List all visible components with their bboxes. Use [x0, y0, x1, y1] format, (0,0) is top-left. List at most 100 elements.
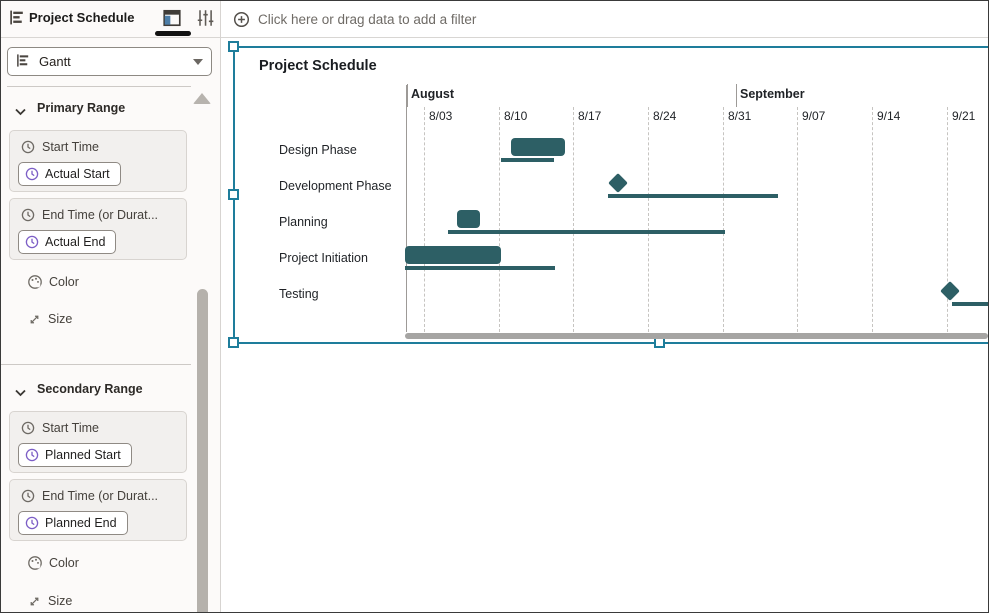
- field-pill-actual-start[interactable]: Actual Start: [18, 162, 121, 186]
- drop-target-label: Color: [49, 275, 79, 289]
- add-filter-icon: [233, 11, 250, 27]
- gantt-actual-bar[interactable]: [405, 246, 501, 264]
- horizontal-scrollbar[interactable]: [405, 333, 988, 339]
- tab-properties[interactable]: [195, 8, 217, 30]
- section-title: Primary Range: [37, 101, 126, 115]
- section-title: Secondary Range: [37, 382, 143, 396]
- chevron-down-icon: [15, 385, 26, 400]
- sidebar-scrollbar[interactable]: [197, 289, 208, 612]
- drop-target-color-secondary[interactable]: Color: [27, 554, 79, 572]
- clock-icon: [21, 489, 35, 506]
- gantt-actual-bar[interactable]: [511, 138, 565, 156]
- month-label: September: [740, 87, 805, 101]
- week-gridline: [499, 107, 500, 332]
- week-gridline: [723, 107, 724, 332]
- resize-handle-bottom-left[interactable]: [228, 337, 239, 348]
- field-pill-label: Planned End: [45, 516, 117, 530]
- divider: [7, 86, 191, 87]
- gantt-planned-line[interactable]: [952, 302, 988, 306]
- gantt-row-label: Development Phase: [279, 179, 392, 193]
- week-gridline: [573, 107, 574, 332]
- drop-target-end-time-secondary[interactable]: End Time (or Durat... Planned End: [9, 479, 187, 541]
- drop-target-size-secondary[interactable]: Size: [27, 592, 72, 610]
- gantt-row-label: Project Initiation: [279, 251, 368, 265]
- drop-target-label: Size: [48, 594, 73, 608]
- week-gridline: [947, 107, 948, 332]
- gantt-planned-line[interactable]: [405, 266, 555, 270]
- clock-icon: [21, 140, 35, 157]
- clock-icon: [25, 167, 39, 181]
- gantt-milestone-diamond[interactable]: [940, 281, 960, 301]
- drop-target-label: End Time (or Durat...: [42, 489, 159, 503]
- clock-icon: [25, 516, 39, 530]
- tick-label: 8/10: [504, 109, 528, 123]
- week-gridline: [424, 107, 425, 332]
- canvas-area: Click here or drag data to add a filter …: [221, 1, 988, 612]
- gantt-planned-line[interactable]: [608, 194, 778, 198]
- selection-border-top: [233, 46, 988, 48]
- week-gridline: [648, 107, 649, 332]
- week-gridline: [797, 107, 798, 332]
- section-secondary-range[interactable]: Secondary Range: [1, 382, 191, 400]
- resize-handle-top-left[interactable]: [228, 41, 239, 52]
- selection-border-bottom: [233, 342, 988, 344]
- panel-title: Project Schedule: [29, 10, 135, 25]
- tick-label: 8/03: [429, 109, 453, 123]
- gantt-actual-bar[interactable]: [457, 210, 480, 228]
- gantt-planned-line[interactable]: [448, 230, 725, 234]
- tick-label: 9/14: [877, 109, 901, 123]
- gantt-row-label: Design Phase: [279, 143, 357, 157]
- field-pill-actual-end[interactable]: Actual End: [18, 230, 117, 254]
- field-pill-label: Actual End: [45, 235, 106, 249]
- chevron-down-icon: [193, 58, 203, 65]
- month-separator: [407, 84, 408, 107]
- drop-target-end-time[interactable]: End Time (or Durat... Actual End: [9, 198, 187, 260]
- month-label: August: [411, 87, 455, 101]
- filter-prompt: Click here or drag data to add a filter: [258, 11, 477, 27]
- tick-label: 8/17: [578, 109, 602, 123]
- active-tab-indicator: [155, 31, 191, 36]
- gantt-milestone-diamond[interactable]: [608, 173, 628, 193]
- resize-handle-left[interactable]: [228, 189, 239, 200]
- field-pill-planned-end[interactable]: Planned End: [18, 511, 128, 535]
- drop-target-label: Size: [48, 312, 73, 326]
- divider: [1, 364, 191, 365]
- tick-label: 9/07: [802, 109, 826, 123]
- gantt-icon: [9, 9, 26, 29]
- grammar-panel: Project Schedule Gantt Primary Range: [1, 1, 221, 612]
- palette-icon: [28, 556, 42, 570]
- month-separator: [736, 84, 737, 107]
- clock-icon: [21, 208, 35, 225]
- sidebar-header: Project Schedule: [1, 1, 220, 38]
- drop-target-start-time[interactable]: Start Time Actual Start: [9, 130, 187, 192]
- scroll-up-arrow[interactable]: [193, 93, 211, 104]
- drop-target-color[interactable]: Color: [27, 273, 79, 291]
- gantt-visualization[interactable]: Project Schedule August September 8/03 8/10…: [221, 38, 988, 612]
- drop-target-label: Start Time: [42, 421, 99, 435]
- drop-target-label: Start Time: [42, 140, 99, 154]
- drop-target-label: End Time (or Durat...: [42, 208, 159, 222]
- clock-icon: [25, 448, 39, 462]
- visualization-type-dropdown[interactable]: Gantt: [7, 47, 212, 76]
- tab-grammar[interactable]: [162, 8, 184, 30]
- section-primary-range[interactable]: Primary Range: [1, 101, 191, 119]
- chevron-down-icon: [15, 104, 26, 119]
- tick-label: 9/21: [952, 109, 976, 123]
- gantt-row-label: Planning: [279, 215, 328, 229]
- gantt-icon: [16, 53, 31, 71]
- drop-target-start-time-secondary[interactable]: Start Time Planned Start: [9, 411, 187, 473]
- tick-label: 8/31: [728, 109, 752, 123]
- chart-title: Project Schedule: [259, 58, 377, 74]
- drop-target-size[interactable]: Size: [27, 310, 72, 328]
- field-pill-planned-start[interactable]: Planned Start: [18, 443, 132, 467]
- palette-icon: [28, 275, 42, 289]
- gantt-planned-line[interactable]: [501, 158, 554, 162]
- week-gridline: [872, 107, 873, 332]
- resize-icon: [30, 315, 39, 323]
- tick-label: 8/24: [653, 109, 677, 123]
- clock-icon: [21, 421, 35, 438]
- filter-bar[interactable]: Click here or drag data to add a filter: [221, 1, 988, 38]
- resize-icon: [30, 597, 39, 605]
- time-axis-line: [406, 85, 407, 332]
